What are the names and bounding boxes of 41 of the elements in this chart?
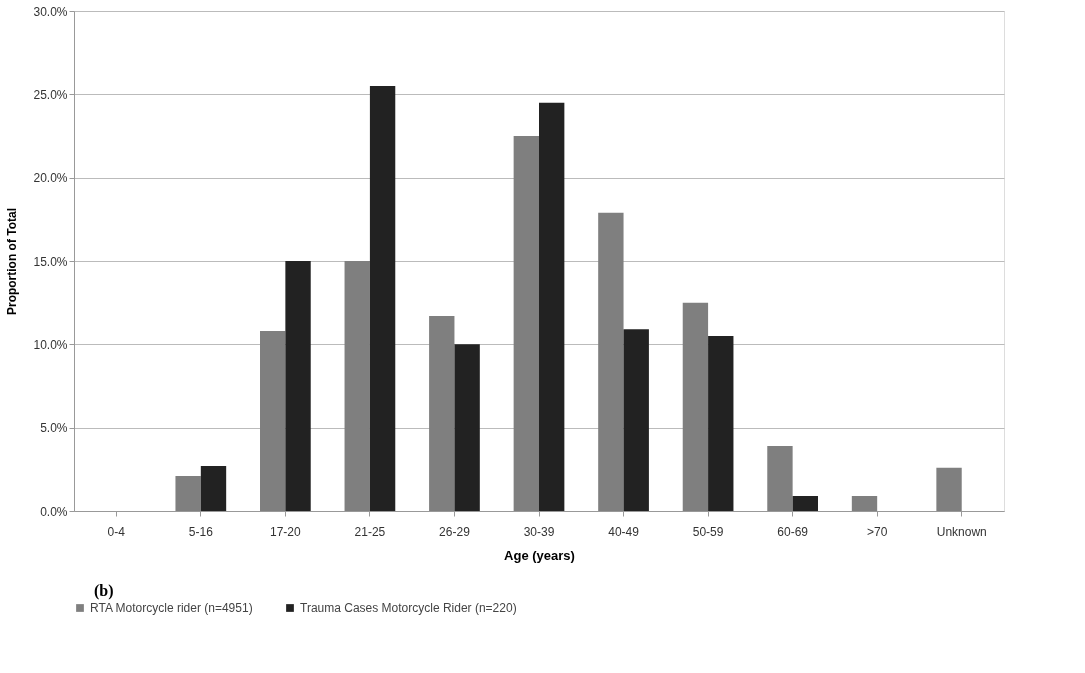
bar [454,344,480,511]
bar [851,496,878,511]
bar [767,446,793,511]
x-tick-label: >70 [867,524,888,539]
x-tick-label: 17-20 [270,524,302,539]
y-axis-title: Proportion of Total [5,207,20,316]
bar [429,316,455,511]
y-tick-label: 25.0% [33,87,68,102]
bar [539,102,565,511]
x-axis-title: Age (years) [504,547,575,563]
bar [623,329,649,511]
y-tick-label: 30.0% [33,4,68,19]
bar [175,476,201,511]
x-tick-label: 5-16 [188,524,214,539]
x-tick-label: 60-69 [777,524,809,539]
x-tick-label: 40-49 [608,524,640,539]
x-tick-label: 50-59 [692,524,724,539]
legend-label: Trauma Cases Motorcycle Rider (n=220) [300,601,517,615]
bar [936,467,962,511]
x-tick-label: 26-29 [439,524,471,539]
bar [513,136,539,511]
bar [708,336,734,511]
y-tick-label: 10.0% [33,337,68,352]
legend-label: RTA Motorcycle rider (n=4951) [90,601,253,615]
bar [260,331,286,511]
y-tick-label: 0.0% [40,504,68,519]
bar [369,86,396,511]
bar [200,466,227,511]
y-tick-label: 20.0% [33,171,68,186]
x-tick-label: 30-39 [523,524,555,539]
text: (b) [94,582,114,600]
bar [598,212,624,511]
bar [285,261,311,511]
y-tick-label: 5.0% [40,421,68,436]
x-tick-label: 0-4 [107,524,126,539]
bar [682,302,709,511]
x-tick-label: 21-25 [354,524,386,539]
x-tick-label: Unknown [936,524,987,539]
y-tick-label: 15.0% [33,254,68,269]
bar [344,261,370,511]
bar [792,496,818,511]
